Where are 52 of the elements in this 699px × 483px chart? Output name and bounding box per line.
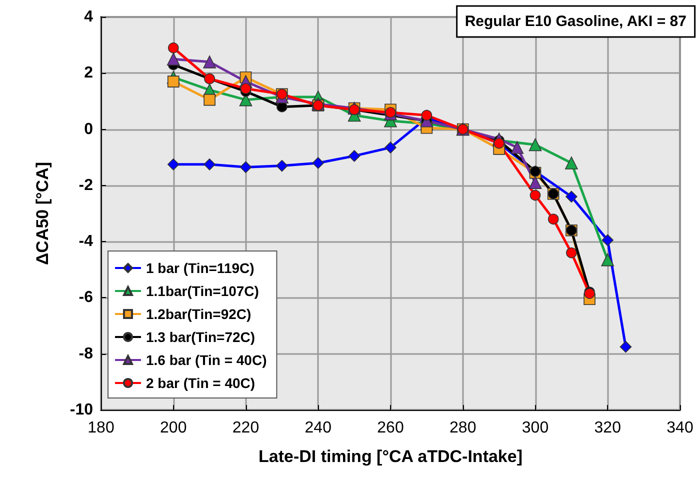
point (240, 161, 252, 174)
point (204, 158, 216, 170)
point (601, 253, 614, 266)
point (384, 142, 396, 154)
point (276, 160, 288, 172)
point (528, 138, 542, 152)
point (167, 158, 180, 170)
point (240, 83, 252, 94)
point (312, 157, 324, 169)
x-tick-label: 320 (594, 420, 622, 436)
legend-label: 1.6 bar (Tin = 40C) (146, 352, 267, 368)
point (565, 156, 578, 170)
y-tick-label: -10 (70, 402, 94, 418)
y-tick-label: 2 (84, 64, 94, 82)
x-tick-label: 200 (160, 420, 187, 436)
point (510, 141, 524, 154)
point (204, 94, 216, 106)
point (168, 42, 179, 54)
legend-label: 1 bar (Tin=119C) (146, 260, 254, 276)
x-tick-label: 300 (522, 420, 549, 436)
point (530, 190, 541, 201)
y-tick-label: 0 (84, 120, 94, 138)
y-tick-label: -2 (78, 176, 94, 194)
chart-title: Regular E10 Gasoline, AKI = 87 (464, 13, 686, 30)
y-tick-label: -8 (78, 345, 94, 362)
legend-label: 1.3 bar(Tin=72C) (146, 329, 256, 345)
x-tick-label: 340 (666, 420, 694, 436)
x-tick-label: 220 (232, 420, 260, 436)
legend-label: 2 bar (Tin = 40C) (146, 375, 256, 391)
x-tick-label: 280 (450, 420, 476, 436)
point (528, 176, 542, 190)
point (348, 150, 360, 162)
legend-label: 1.1bar(Tin=107C) (146, 283, 259, 299)
point (421, 110, 432, 121)
point (566, 190, 578, 203)
point (548, 214, 559, 225)
point (203, 56, 216, 68)
y-tick-label: -6 (78, 289, 94, 306)
point (566, 247, 577, 258)
y-axis-title: ΔCA50 [°CA] (33, 162, 52, 266)
point (167, 76, 180, 88)
point (385, 107, 396, 118)
point (620, 340, 632, 353)
y-tick-label: 4 (84, 8, 94, 26)
x-tick-label: 240 (304, 420, 332, 436)
point (166, 52, 180, 66)
point (602, 234, 614, 246)
x-tick-label: 260 (377, 420, 404, 436)
y-tick-label: -4 (78, 233, 94, 250)
x-axis-title: Late-DI timing [°CA aTDC-Intake] (258, 447, 523, 466)
legend-label: 1.2bar(Tin=92C) (146, 306, 252, 322)
x-tick-label: 180 (88, 420, 114, 436)
